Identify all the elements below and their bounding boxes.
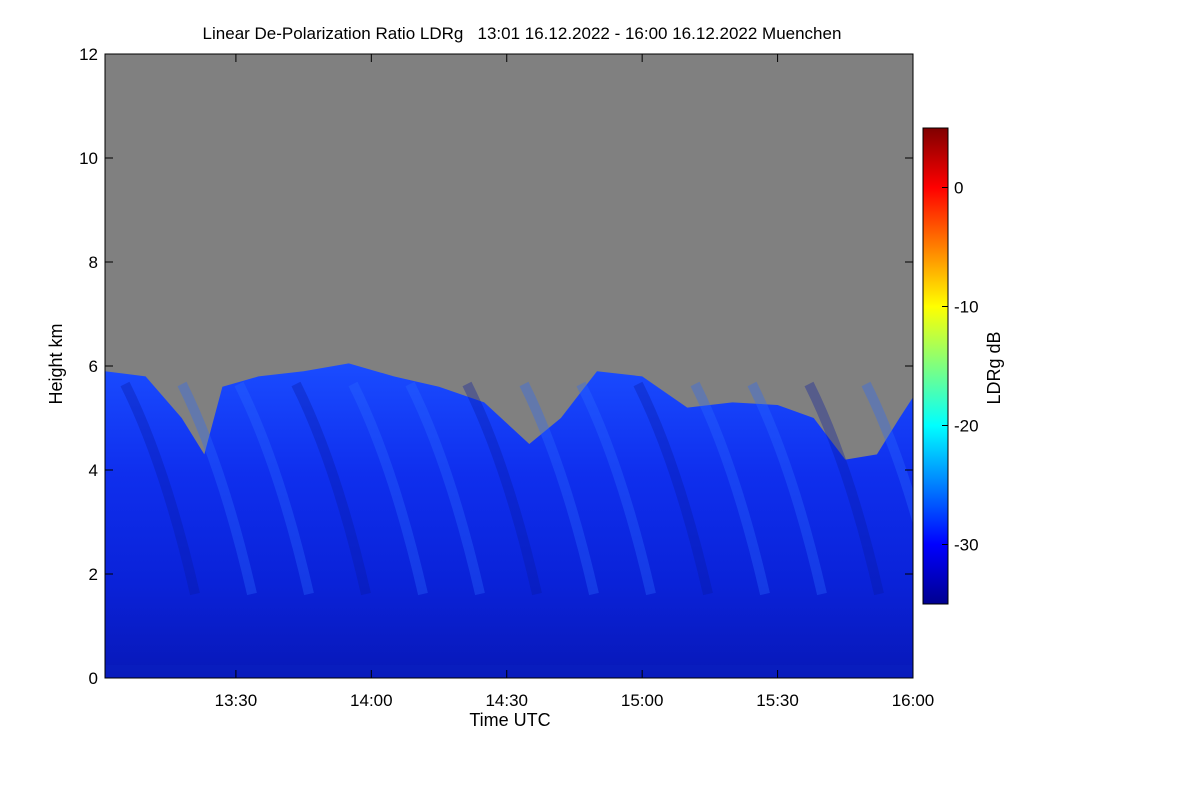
fallstreak <box>861 381 913 525</box>
x-tick-label: 14:00 <box>350 691 393 710</box>
fallstreak <box>234 381 314 596</box>
colorbar-tick-label: 0 <box>954 179 963 198</box>
fallstreak <box>576 381 656 596</box>
fallstreak <box>519 381 599 596</box>
y-tick-label: 8 <box>89 253 98 272</box>
colorbar-tick-label: -20 <box>954 417 979 436</box>
fallstreak <box>633 381 713 596</box>
cloud-layer <box>105 363 913 678</box>
y-tick-label: 0 <box>89 669 98 688</box>
x-tick-label: 15:30 <box>756 691 799 710</box>
y-axis-label: Height km <box>46 323 66 404</box>
plot-area <box>105 54 913 678</box>
colorbar <box>922 127 949 605</box>
x-tick-label: 14:30 <box>485 691 528 710</box>
colorbar-tick-label: -10 <box>954 298 979 317</box>
y-tick-label: 6 <box>89 357 98 376</box>
fallstreak <box>291 381 371 596</box>
fallstreak <box>462 381 542 596</box>
y-tick-label: 4 <box>89 461 98 480</box>
fallstreak <box>690 381 770 596</box>
fallstreak <box>348 381 428 596</box>
x-tick-label: 13:30 <box>215 691 258 710</box>
signal-region <box>105 363 913 678</box>
chart-title: Linear De-Polarization Ratio LDRg 13:01 … <box>203 24 842 43</box>
x-tick-label: 15:00 <box>621 691 664 710</box>
fallstreak <box>405 381 485 596</box>
x-axis: 13:30 14:00 14:30 15:00 15:30 16:00 <box>215 54 935 710</box>
surface-layer <box>105 665 913 678</box>
colorbar-axis: 0 -10 -20 -30 <box>942 179 979 555</box>
fallstreak <box>804 381 884 596</box>
fallstreak <box>177 381 257 596</box>
y-tick-label: 2 <box>89 565 98 584</box>
colorbar-tick-label: -30 <box>954 536 979 555</box>
colorbar-label: LDRg dB <box>984 331 1004 404</box>
y-tick-label: 10 <box>79 149 98 168</box>
y-tick-label: 12 <box>79 45 98 64</box>
x-axis-label: Time UTC <box>469 710 550 730</box>
y-axis: 0 2 4 6 8 10 12 <box>79 45 913 688</box>
fallstreak <box>120 381 200 596</box>
x-tick-label: 16:00 <box>892 691 935 710</box>
fallstreak <box>747 381 827 596</box>
